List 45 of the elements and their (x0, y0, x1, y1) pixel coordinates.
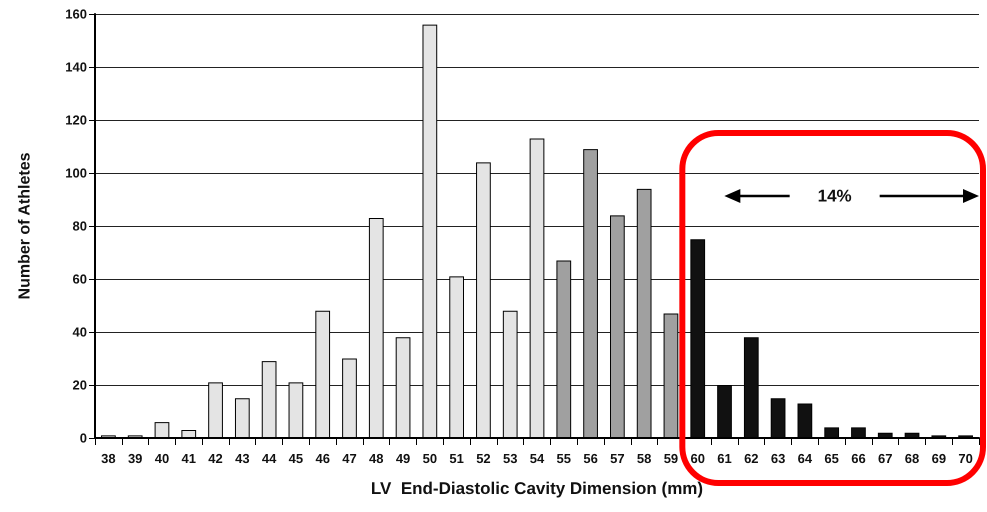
x-tick-label: 49 (396, 451, 410, 466)
x-tick-label: 47 (342, 451, 357, 466)
x-tick-label: 52 (476, 451, 491, 466)
x-tick-label: 64 (798, 451, 813, 466)
x-tick-label: 59 (664, 451, 678, 466)
x-tick-label: 38 (101, 451, 116, 466)
y-tick-label: 80 (72, 218, 87, 234)
y-tick-label: 160 (65, 6, 87, 22)
x-tick-label: 45 (288, 451, 304, 466)
x-tick-label: 54 (530, 451, 545, 466)
x-tick-label: 51 (449, 451, 464, 466)
y-tick-label: 40 (72, 324, 87, 340)
y-tick-label: 20 (72, 378, 87, 392)
x-tick-label: 44 (262, 451, 278, 466)
x-tick-label: 42 (208, 451, 223, 466)
x-tick-label: 62 (744, 451, 759, 466)
x-tick-label: 56 (583, 451, 598, 466)
x-tick-label: 68 (904, 451, 920, 466)
x-tick-label: 46 (315, 451, 330, 466)
y-tick-label: 120 (65, 112, 87, 128)
x-tick-label: 65 (824, 451, 839, 466)
x-tick-label: 50 (422, 451, 438, 466)
x-tick-label: 63 (770, 451, 786, 466)
annotation: 14% (818, 186, 852, 206)
x-tick-label: 67 (878, 451, 892, 466)
x-tick-label: 66 (851, 451, 866, 466)
x-tick-label: 60 (690, 451, 705, 466)
y-tick-label: 60 (72, 272, 87, 286)
x-tick-label: 69 (932, 451, 946, 466)
y-tick-label: 0 (80, 430, 87, 446)
x-tick-label: 61 (717, 451, 732, 466)
x-tick-label: 55 (556, 451, 572, 466)
x-tick-label: 53 (502, 451, 518, 466)
x-tick-label: 57 (610, 451, 625, 466)
y-tick-label: 100 (65, 166, 87, 180)
x-tick-label: 43 (235, 451, 250, 466)
x-tick-label: 39 (128, 451, 142, 466)
x-tick-label: 40 (154, 451, 170, 466)
x-tick-label: 70 (958, 451, 973, 466)
x-axis-title: LV End-Diastolic Cavity Dimension (mm) (370, 479, 704, 498)
y-tick-label: 140 (65, 60, 87, 74)
x-tick-label: 58 (636, 451, 652, 466)
y-axis-title: Number of Athletes (16, 152, 34, 300)
x-tick-label: 48 (369, 451, 384, 466)
x-tick-label: 41 (182, 451, 196, 466)
